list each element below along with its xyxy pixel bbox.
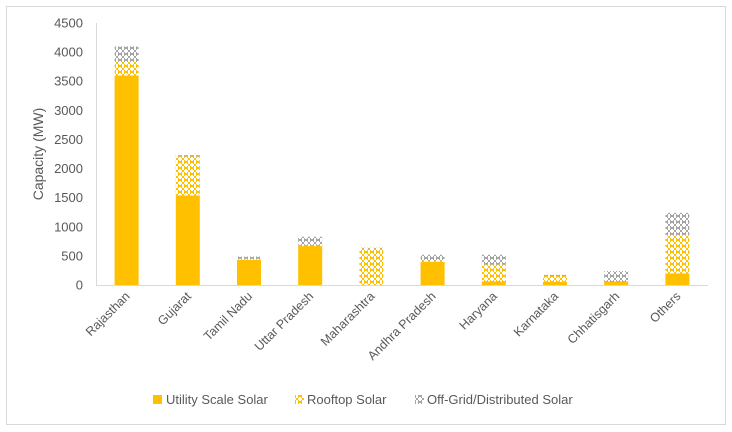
bar-stack xyxy=(665,212,690,285)
y-tick-label: 1000 xyxy=(54,219,83,234)
bar-segment-offgrid xyxy=(604,271,629,282)
y-tick-label: 2000 xyxy=(54,161,83,176)
bar-segment-rooftop xyxy=(481,264,506,282)
bar-segment-offgrid xyxy=(665,212,690,235)
y-tick-label: 500 xyxy=(61,248,83,263)
bar-segment-utility xyxy=(175,195,200,285)
legend-label-rooftop: Rooftop Solar xyxy=(307,392,387,407)
bar-segment-offgrid xyxy=(114,46,139,62)
x-tick-label: Tamil Nadu xyxy=(201,289,255,343)
x-tick-label: Rajasthan xyxy=(83,289,133,339)
bar-segment-offgrid xyxy=(420,254,445,261)
legend: Utility Scale Solar Rooftop Solar Off-Gr… xyxy=(153,392,573,407)
bar-segment-rooftop xyxy=(175,156,200,196)
x-tick-label: Gujarat xyxy=(155,289,194,328)
bar-segment-rooftop xyxy=(420,260,445,262)
bar-stack xyxy=(604,271,629,285)
bar-segment-utility xyxy=(665,273,690,285)
x-tick-label: Uttar Pradesh xyxy=(252,289,316,353)
y-tick-label: 3500 xyxy=(54,74,83,89)
legend-item-rooftop[interactable]: Rooftop Solar xyxy=(295,392,387,407)
x-tick-label: Maharashtra xyxy=(318,289,378,349)
bar-segment-rooftop xyxy=(543,275,567,282)
legend-swatch-rooftop xyxy=(295,395,304,404)
bar-segment-rooftop xyxy=(237,258,261,260)
y-tick-label: 4000 xyxy=(54,45,83,60)
bar-segment-rooftop xyxy=(665,234,690,274)
bar-segment-offgrid xyxy=(359,247,384,249)
bar-stack xyxy=(543,274,567,285)
y-tick-labels: 0 500 1000 1500 2000 2500 3000 3500 4000 4500 xyxy=(54,16,83,293)
bar-segment-utility xyxy=(298,246,323,285)
bar-segment-rooftop xyxy=(359,248,384,285)
y-axis-title: Capacity (MW) xyxy=(30,108,46,201)
bar-segment-offgrid xyxy=(237,256,261,259)
bar-segment-offgrid xyxy=(481,254,506,265)
y-tick-label: 3000 xyxy=(54,103,83,118)
bar-segment-utility xyxy=(420,261,445,285)
legend-item-offgrid[interactable]: Off-Grid/Distributed Solar xyxy=(415,392,573,407)
bar-segment-utility xyxy=(604,281,629,285)
legend-label-utility: Utility Scale Solar xyxy=(166,392,269,407)
bar-segment-offgrid xyxy=(175,155,200,157)
bar-segment-utility xyxy=(237,260,261,285)
chart-frame xyxy=(6,6,726,425)
bar-stack xyxy=(359,247,384,285)
y-tick-label: 0 xyxy=(76,278,83,293)
bar-segment-utility xyxy=(543,281,567,285)
bar-stack xyxy=(420,254,445,285)
y-tick-label: 2500 xyxy=(54,132,83,147)
y-tick-label: 4500 xyxy=(54,16,83,31)
bar-segment-utility xyxy=(481,281,506,285)
bar-segment-utility xyxy=(114,75,139,286)
legend-swatch-offgrid xyxy=(415,395,424,404)
x-tick-label: Others xyxy=(647,289,683,325)
bar-segment-offgrid xyxy=(298,236,323,246)
y-tick-label: 1500 xyxy=(54,190,83,205)
bar-stack xyxy=(481,254,506,285)
legend-item-utility[interactable]: Utility Scale Solar xyxy=(153,392,269,407)
bar-stack xyxy=(298,236,323,285)
bars xyxy=(114,46,690,286)
bar-segment-rooftop xyxy=(298,245,323,247)
x-tick-label: Chhatisgarh xyxy=(565,289,623,347)
bar-segment-offgrid xyxy=(543,274,567,276)
bar-stack xyxy=(114,46,139,286)
x-tick-label: Karnataka xyxy=(511,289,561,339)
x-tick-label: Haryana xyxy=(457,289,500,332)
bar-stack xyxy=(237,256,261,285)
bar-stack xyxy=(175,155,200,285)
legend-label-offgrid: Off-Grid/Distributed Solar xyxy=(427,392,573,407)
legend-swatch-utility xyxy=(153,395,162,404)
bar-segment-rooftop xyxy=(114,62,139,76)
